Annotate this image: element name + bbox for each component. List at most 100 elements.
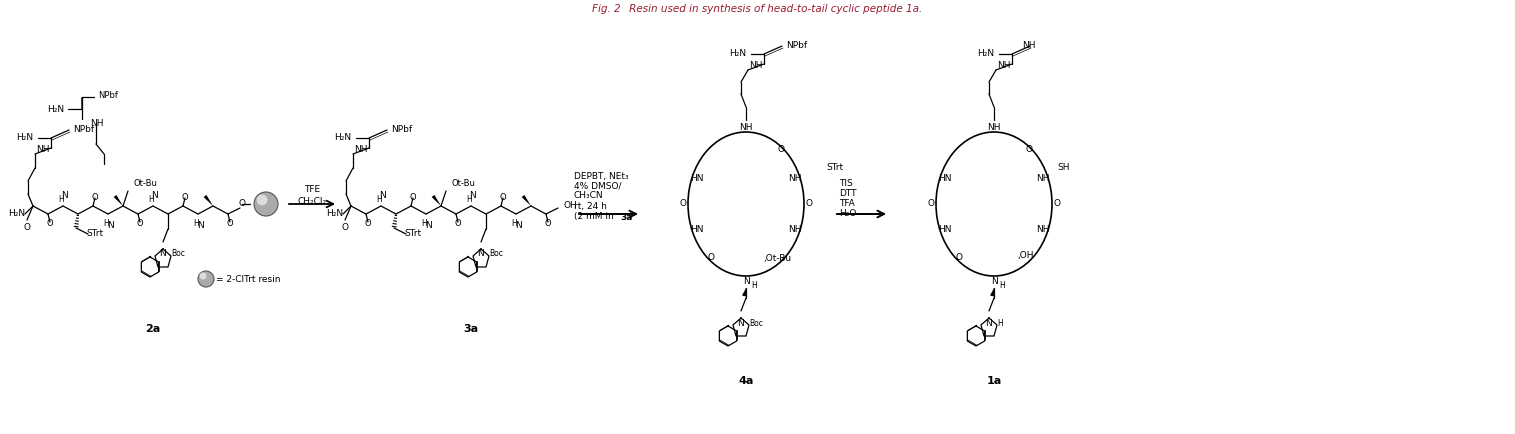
Ellipse shape — [688, 132, 804, 276]
Polygon shape — [203, 195, 214, 206]
Text: 4% DMSO/: 4% DMSO/ — [574, 181, 621, 191]
Text: N: N — [738, 319, 744, 328]
Text: H: H — [58, 194, 64, 204]
Text: O: O — [806, 200, 812, 208]
Text: STrt: STrt — [86, 230, 103, 239]
Text: NH: NH — [1023, 42, 1035, 50]
Circle shape — [198, 271, 214, 287]
Text: HN: HN — [938, 225, 951, 233]
Text: H: H — [997, 319, 1003, 328]
Text: H: H — [511, 218, 517, 227]
Polygon shape — [432, 195, 441, 206]
Text: O: O — [365, 218, 371, 227]
Text: O: O — [182, 193, 188, 201]
Text: 3a: 3a — [464, 324, 479, 334]
Text: Ot-Bu: Ot-Bu — [133, 180, 158, 188]
Text: NH: NH — [997, 62, 1011, 70]
Text: O: O — [136, 218, 144, 227]
Text: H: H — [192, 218, 198, 227]
Text: STrt: STrt — [826, 164, 844, 172]
Text: NPbf: NPbf — [786, 42, 807, 50]
Text: H₂N: H₂N — [8, 210, 26, 218]
Text: N: N — [477, 250, 485, 259]
Text: O: O — [409, 193, 417, 201]
Text: N: N — [986, 319, 992, 328]
Ellipse shape — [936, 132, 1051, 276]
Text: Ot-Bu: Ot-Bu — [451, 180, 474, 188]
Text: O: O — [1053, 200, 1060, 208]
Text: TFE: TFE — [305, 184, 320, 194]
Text: H: H — [421, 218, 427, 227]
Text: N: N — [424, 221, 432, 230]
Polygon shape — [991, 288, 994, 296]
Text: ,Ot-Bu: ,Ot-Bu — [764, 253, 791, 263]
Circle shape — [255, 192, 277, 216]
Text: O: O — [708, 253, 715, 263]
Text: ): ) — [629, 213, 632, 221]
Text: HN: HN — [689, 174, 703, 183]
Text: H₂N: H₂N — [333, 134, 351, 142]
Text: NH: NH — [788, 225, 801, 233]
Text: (2 mM in: (2 mM in — [574, 213, 617, 221]
Text: NH: NH — [988, 122, 1001, 132]
Text: NH: NH — [1036, 174, 1050, 183]
Text: CH₂Cl₂: CH₂Cl₂ — [297, 197, 327, 206]
Text: O: O — [1026, 145, 1032, 155]
Text: O: O — [227, 218, 233, 227]
Text: TFA: TFA — [839, 200, 854, 208]
Text: H₂N: H₂N — [977, 49, 994, 59]
Text: H: H — [751, 282, 758, 290]
Polygon shape — [521, 195, 530, 206]
Text: TIS: TIS — [839, 180, 853, 188]
Text: O: O — [47, 218, 53, 227]
Text: O: O — [680, 200, 686, 208]
Text: NH: NH — [1036, 225, 1050, 233]
Text: NH: NH — [739, 122, 753, 132]
Text: N: N — [152, 191, 159, 201]
Text: NH: NH — [36, 145, 50, 155]
Text: O: O — [545, 218, 551, 227]
Text: = 2-ClTrt resin: = 2-ClTrt resin — [217, 274, 280, 283]
Text: Fig. 2  Resin used in synthesis of head-to-tail cyclic peptide 1a.: Fig. 2 Resin used in synthesis of head-t… — [592, 4, 923, 14]
Text: rt, 24 h: rt, 24 h — [574, 201, 608, 210]
Text: N: N — [742, 276, 750, 286]
Text: N: N — [159, 250, 167, 259]
Text: STrt: STrt — [405, 230, 421, 239]
Text: NPbf: NPbf — [73, 125, 94, 135]
Text: O: O — [500, 193, 506, 201]
Text: H₂O: H₂O — [839, 210, 856, 218]
Text: NH: NH — [788, 174, 801, 183]
Text: N: N — [197, 221, 203, 230]
Text: O: O — [454, 218, 461, 227]
Text: NH: NH — [89, 118, 103, 128]
Polygon shape — [114, 195, 123, 206]
Text: H: H — [467, 194, 471, 204]
Text: 1a: 1a — [986, 376, 1001, 386]
Text: H: H — [998, 282, 1004, 290]
Text: HN: HN — [689, 225, 703, 233]
Text: NPbf: NPbf — [391, 125, 412, 135]
Text: H: H — [148, 194, 155, 204]
Text: H₂N: H₂N — [326, 210, 342, 218]
Text: CH₃CN: CH₃CN — [574, 191, 603, 201]
Text: NH: NH — [355, 145, 368, 155]
Text: ,OH: ,OH — [1017, 251, 1033, 260]
Text: HN: HN — [938, 174, 951, 183]
Text: DTT: DTT — [839, 190, 856, 198]
Text: 2a: 2a — [145, 324, 161, 334]
Text: NH: NH — [750, 62, 762, 70]
Text: O: O — [777, 145, 785, 155]
Text: N: N — [991, 276, 997, 286]
Circle shape — [256, 194, 268, 205]
Text: H₂N: H₂N — [47, 105, 64, 114]
Text: SH: SH — [1057, 164, 1070, 172]
Text: N: N — [380, 191, 386, 201]
Text: O: O — [341, 224, 348, 233]
Circle shape — [200, 273, 206, 279]
Text: H₂N: H₂N — [15, 134, 33, 142]
Text: O: O — [238, 200, 245, 208]
Text: Boc: Boc — [171, 250, 185, 259]
Text: O: O — [956, 253, 962, 263]
Text: DEPBT, NEt₃: DEPBT, NEt₃ — [574, 171, 629, 181]
Text: O: O — [24, 224, 30, 233]
